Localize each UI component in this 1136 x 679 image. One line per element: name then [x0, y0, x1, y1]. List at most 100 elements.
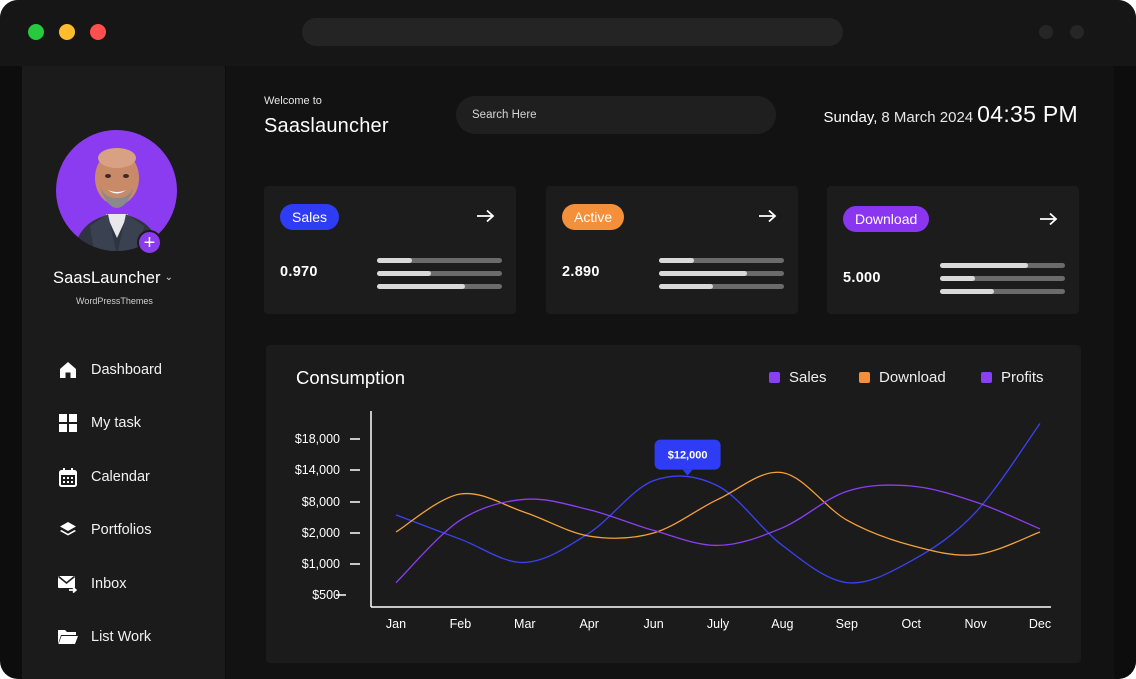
y-tick-label: $8,000: [302, 495, 340, 509]
window-zoom-button[interactable]: [28, 24, 44, 40]
sales-card: Sales 0.970: [264, 186, 516, 314]
window-minimize-button[interactable]: [59, 24, 75, 40]
progress-fill: [377, 284, 465, 289]
folder-icon: [57, 626, 79, 648]
progress-bar: [940, 263, 1065, 268]
progress-fill: [940, 276, 975, 281]
progress-bar: [659, 271, 784, 276]
sidebar-item-inbox[interactable]: Inbox: [57, 572, 126, 596]
chevron-down-icon: ⌄: [164, 272, 174, 283]
x-tick-label: Feb: [450, 617, 472, 631]
legend-item-download[interactable]: Download: [859, 369, 946, 386]
profile-name: SaasLauncher: [53, 269, 161, 287]
legend-swatch: [859, 372, 870, 383]
progress-bar: [940, 289, 1065, 294]
progress-fill: [940, 263, 1028, 268]
legend-item-sales[interactable]: Sales: [769, 369, 827, 386]
window-close-button[interactable]: [90, 24, 106, 40]
x-tick-label: Sep: [836, 617, 858, 631]
legend-swatch: [981, 372, 992, 383]
progress-fill: [377, 271, 431, 276]
series-line-download: [395, 471, 1041, 556]
y-tick-label: $2,000: [302, 526, 340, 540]
consumption-chart-panel: [266, 345, 1081, 663]
time-label: 04:35 PM: [977, 101, 1078, 127]
series-line-sales: [395, 423, 1041, 584]
browser-control-icon[interactable]: [1070, 25, 1084, 39]
legend-swatch: [769, 372, 780, 383]
x-tick-label: July: [707, 617, 730, 631]
person-photo-icon: [74, 148, 160, 251]
layers-icon: [57, 519, 79, 541]
sidebar-item-dashboard[interactable]: Dashboard: [57, 358, 162, 382]
progress-bar: [377, 284, 502, 289]
sidebar-item-calendar[interactable]: Calendar: [57, 465, 150, 489]
x-tick-label: Mar: [514, 617, 536, 631]
sales-value: 0.970: [280, 264, 318, 280]
download-value: 5.000: [843, 270, 881, 286]
line-chart: $18,000 $14,000 $8,000 $2,000 $1,000 $500 Jan F…: [295, 411, 1051, 631]
active-badge[interactable]: Active: [562, 204, 625, 230]
arrow-right-icon[interactable]: [1039, 212, 1059, 226]
browser-titlebar: [0, 0, 1136, 66]
grid-icon: [57, 412, 79, 434]
welcome-text: Welcome to: [264, 95, 322, 107]
series-line-profits: [395, 484, 1041, 584]
tooltip-pointer: [682, 469, 693, 476]
progress-fill: [659, 258, 694, 263]
progress-bar: [377, 271, 502, 276]
x-tick-label: Nov: [964, 617, 987, 631]
y-tick-label: $1,000: [302, 557, 340, 571]
add-avatar-button[interactable]: +: [137, 230, 162, 255]
progress-bar: [377, 258, 502, 263]
progress-fill: [377, 258, 412, 263]
progress-fill: [659, 271, 747, 276]
legend-item-profits[interactable]: Profits: [981, 369, 1044, 386]
profile-subtitle: WordPressThemes: [76, 296, 153, 306]
x-tick-label: Jan: [386, 617, 406, 631]
sidebar-item-my-task[interactable]: My task: [57, 411, 141, 435]
legend-label: Download: [879, 369, 946, 386]
x-tick-label: Jun: [644, 617, 664, 631]
x-tick-label: Aug: [771, 617, 793, 631]
sidebar-item-label: Inbox: [91, 576, 127, 592]
arrow-right-icon[interactable]: [476, 209, 496, 223]
legend-label: Profits: [1001, 369, 1044, 386]
x-tick-label: Dec: [1029, 617, 1051, 631]
y-tick-label: $500: [312, 588, 340, 602]
sales-progress-bars: [377, 258, 502, 297]
sidebar-item-label: Calendar: [91, 469, 150, 485]
download-card: Download 5.000: [827, 186, 1079, 314]
download-badge[interactable]: Download: [843, 206, 930, 232]
address-bar[interactable]: [302, 18, 843, 46]
progress-bar: [659, 284, 784, 289]
home-icon: [57, 359, 79, 381]
sidebar-item-label: Portfolios: [91, 522, 152, 538]
legend-label: Sales: [789, 369, 827, 386]
browser-control-icon[interactable]: [1039, 25, 1053, 39]
arrow-right-icon[interactable]: [758, 209, 778, 223]
search-input[interactable]: [456, 96, 776, 134]
avatar[interactable]: [56, 130, 177, 251]
active-value: 2.890: [562, 264, 600, 280]
sales-badge[interactable]: Sales: [280, 204, 340, 230]
tooltip-box: [654, 439, 721, 470]
active-progress-bars: [659, 258, 784, 297]
progress-bar: [659, 258, 784, 263]
x-tick-label: Oct: [901, 617, 921, 631]
sidebar-item-list-work[interactable]: List Work: [57, 625, 151, 649]
profile-name-dropdown[interactable]: SaasLauncher ⌄: [53, 269, 173, 288]
y-tick-label: $14,000: [295, 463, 340, 477]
sidebar-item-label: My task: [91, 415, 141, 431]
progress-fill: [940, 289, 994, 294]
date-time: Sunday, 8 March 2024 04:35 PM: [823, 101, 1078, 128]
progress-fill: [659, 284, 713, 289]
mail-forward-icon: [57, 573, 79, 595]
x-tick-label: Apr: [579, 617, 598, 631]
page-title: Saaslauncher: [264, 115, 389, 137]
date-label: 8 March 2024: [881, 109, 974, 126]
window-edge: [1114, 66, 1136, 679]
sidebar-item-label: List Work: [91, 629, 152, 645]
sidebar-item-portfolios[interactable]: Portfolios: [57, 518, 151, 542]
